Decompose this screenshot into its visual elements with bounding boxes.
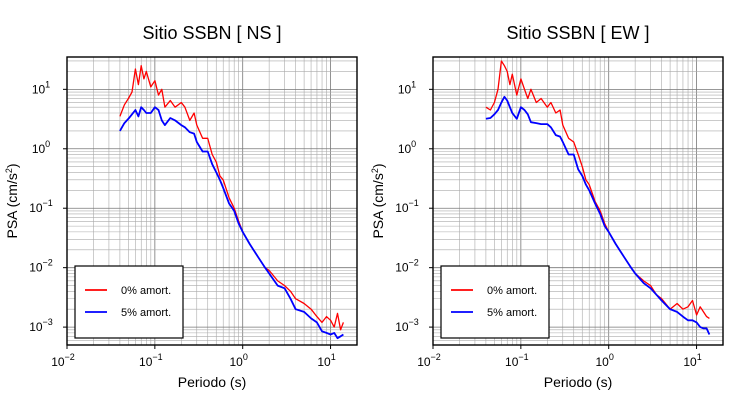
y-tick-label: 10−3: [395, 317, 419, 334]
legend-label-amort-5: 5% amort.: [487, 307, 537, 319]
grid: [67, 57, 357, 345]
legend: 0% amort. 5% amort.: [440, 265, 550, 339]
x-tick-exponent: −2: [65, 352, 75, 362]
x-tick-label: 10−1: [505, 352, 529, 369]
y-tick-label: 10−1: [395, 198, 419, 215]
y-tick-exponent: 0: [411, 139, 416, 149]
series-group: [119, 65, 345, 340]
x-tick-label: 101: [683, 352, 701, 369]
x-tick-exponent: −2: [431, 352, 441, 362]
legend: 0% amort. 5% amort.: [74, 265, 184, 339]
y-tick-label: 101: [32, 79, 50, 96]
x-tick-label: 101: [317, 352, 335, 369]
x-tick-exponent: 1: [697, 352, 702, 362]
x-axis-label: Periodo (s): [544, 374, 612, 390]
legend-label-amort-5: 5% amort.: [121, 307, 171, 319]
y-tick-exponent: 1: [411, 79, 416, 89]
series-line-amort-0: [119, 65, 345, 331]
x-tick-exponent: −1: [152, 352, 162, 362]
plot-frame: [66, 56, 358, 346]
y-axis-label-close: ): [370, 163, 386, 168]
y-tick-exponent: −3: [43, 317, 53, 327]
y-tick-exponent: 0: [45, 139, 50, 149]
x-tick-exponent: 0: [609, 352, 614, 362]
chart-title: Sitio SSBN [ NS ]: [142, 23, 281, 43]
x-tick-label: 10−2: [51, 352, 75, 369]
legend-box: [440, 265, 550, 339]
y-axis-label: PSA (cm/s2): [4, 163, 20, 238]
legend-label-amort-0: 0% amort.: [121, 285, 171, 297]
x-tick-exponent: 1: [331, 352, 336, 362]
x-tick-label: 100: [230, 352, 248, 369]
x-axis-label: Periodo (s): [178, 374, 246, 390]
legend-box: [74, 265, 184, 339]
y-tick-exponent: −2: [43, 258, 53, 268]
y-axis-label-main: PSA (cm/s: [370, 173, 386, 238]
chart-title: Sitio SSBN [ EW ]: [506, 23, 649, 43]
y-axis-label-main: PSA (cm/s: [4, 173, 20, 238]
series-group: [485, 60, 711, 335]
y-tick-label: 100: [398, 139, 416, 156]
y-tick-label: 101: [398, 79, 416, 96]
y-tick-label: 100: [32, 139, 50, 156]
series-line-amort-0: [485, 60, 710, 319]
y-tick-exponent: −1: [409, 198, 419, 208]
y-axis-label-close: ): [4, 163, 20, 168]
y-tick-label: 10−1: [29, 198, 53, 215]
x-tick-exponent: −1: [518, 352, 528, 362]
y-tick-exponent: 1: [45, 79, 50, 89]
y-tick-label: 10−2: [29, 258, 53, 275]
series-line-amort-5: [119, 106, 344, 340]
x-tick-label: 10−2: [417, 352, 441, 369]
series-line-amort-5: [485, 95, 711, 335]
grid: [433, 57, 723, 345]
y-tick-exponent: −1: [43, 198, 53, 208]
x-tick-exponent: 0: [243, 352, 248, 362]
y-tick-label: 10−3: [29, 317, 53, 334]
y-axis-label-sup: 2: [370, 168, 380, 173]
y-tick-label: 10−2: [395, 258, 419, 275]
legend-label-amort-0: 0% amort.: [487, 285, 537, 297]
y-axis-label-sup: 2: [4, 168, 14, 173]
plot-frame: [432, 56, 724, 346]
y-tick-exponent: −2: [409, 258, 419, 268]
y-tick-exponent: −3: [409, 317, 419, 327]
x-tick-label: 10−1: [139, 352, 163, 369]
y-axis-label: PSA (cm/s2): [370, 163, 386, 238]
x-tick-label: 100: [596, 352, 614, 369]
